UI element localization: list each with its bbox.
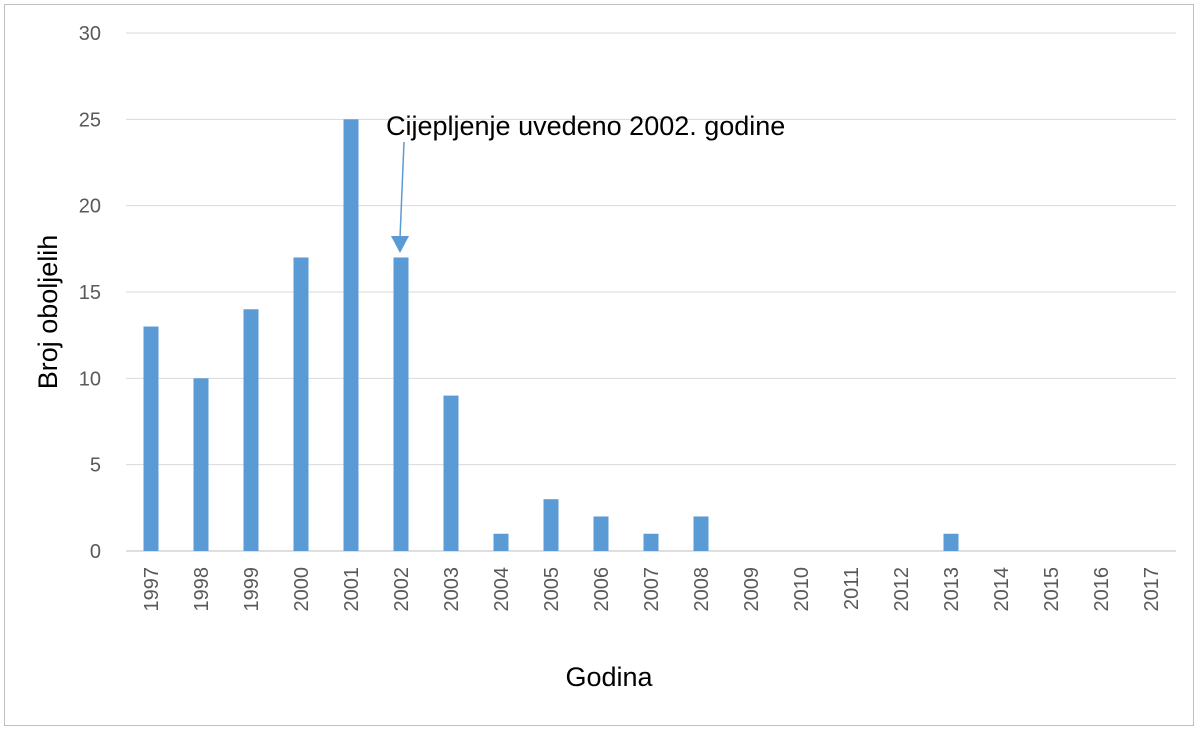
y-tick-labels: 0 5 10 15 20 25 30 xyxy=(79,23,101,563)
bar xyxy=(443,395,459,551)
y-tick-label: 0 xyxy=(90,541,101,563)
x-tick-label: 1999 xyxy=(241,567,263,612)
y-tick-label: 15 xyxy=(79,282,101,304)
bar xyxy=(293,257,309,551)
bar xyxy=(943,533,959,551)
bar xyxy=(593,516,609,551)
x-tick-label: 2010 xyxy=(791,567,813,612)
x-tick-label: 1997 xyxy=(141,567,163,612)
bar xyxy=(243,309,259,551)
bar xyxy=(493,533,509,551)
bar xyxy=(143,326,159,551)
x-tick-label: 2013 xyxy=(941,567,963,612)
bars xyxy=(143,119,959,551)
bar xyxy=(643,533,659,551)
x-tick-label: 2006 xyxy=(591,567,613,612)
x-tick-label: 2008 xyxy=(691,567,713,612)
annotation: Cijepljenje uvedeno 2002. godine xyxy=(386,111,785,253)
bar xyxy=(543,499,559,551)
x-tick-label: 1998 xyxy=(191,567,213,612)
x-tick-label: 2017 xyxy=(1141,567,1163,612)
x-tick-label: 2016 xyxy=(1091,567,1113,612)
x-tick-label: 2007 xyxy=(641,567,663,612)
x-tick-label: 2011 xyxy=(841,567,863,610)
x-tick-label: 2002 xyxy=(391,567,413,612)
bar xyxy=(393,257,409,551)
x-tick-label: 2003 xyxy=(441,567,463,612)
bar xyxy=(193,378,209,551)
annotation-text: Cijepljenje uvedeno 2002. godine xyxy=(386,111,785,141)
y-axis-title: Broj oboljelih xyxy=(33,235,63,390)
x-tick-label: 2005 xyxy=(541,567,563,612)
y-tick-label: 25 xyxy=(79,109,101,131)
x-tick-label: 2014 xyxy=(991,567,1013,612)
annotation-arrow-head xyxy=(391,236,409,253)
x-tick-label: 2001 xyxy=(341,567,363,612)
x-tick-labels: 1997 1998 1999 2000 2001 2002 2003 2004 2005 2006… xyxy=(141,567,1163,612)
chart-frame xyxy=(4,4,1194,726)
annotation-arrow-line xyxy=(399,141,405,239)
x-tick-label: 2015 xyxy=(1041,567,1063,612)
bar xyxy=(343,119,359,551)
x-tick-label: 2009 xyxy=(741,567,763,612)
x-axis-title: Godina xyxy=(565,662,653,692)
x-tick-label: 2012 xyxy=(891,567,913,612)
y-tick-label: 30 xyxy=(79,23,101,45)
y-tick-label: 10 xyxy=(79,368,101,390)
y-tick-label: 5 xyxy=(90,455,101,477)
y-tick-label: 20 xyxy=(79,196,101,218)
x-tick-label: 2004 xyxy=(491,567,513,612)
x-tick-label: 2000 xyxy=(291,567,313,612)
bar xyxy=(693,516,709,551)
